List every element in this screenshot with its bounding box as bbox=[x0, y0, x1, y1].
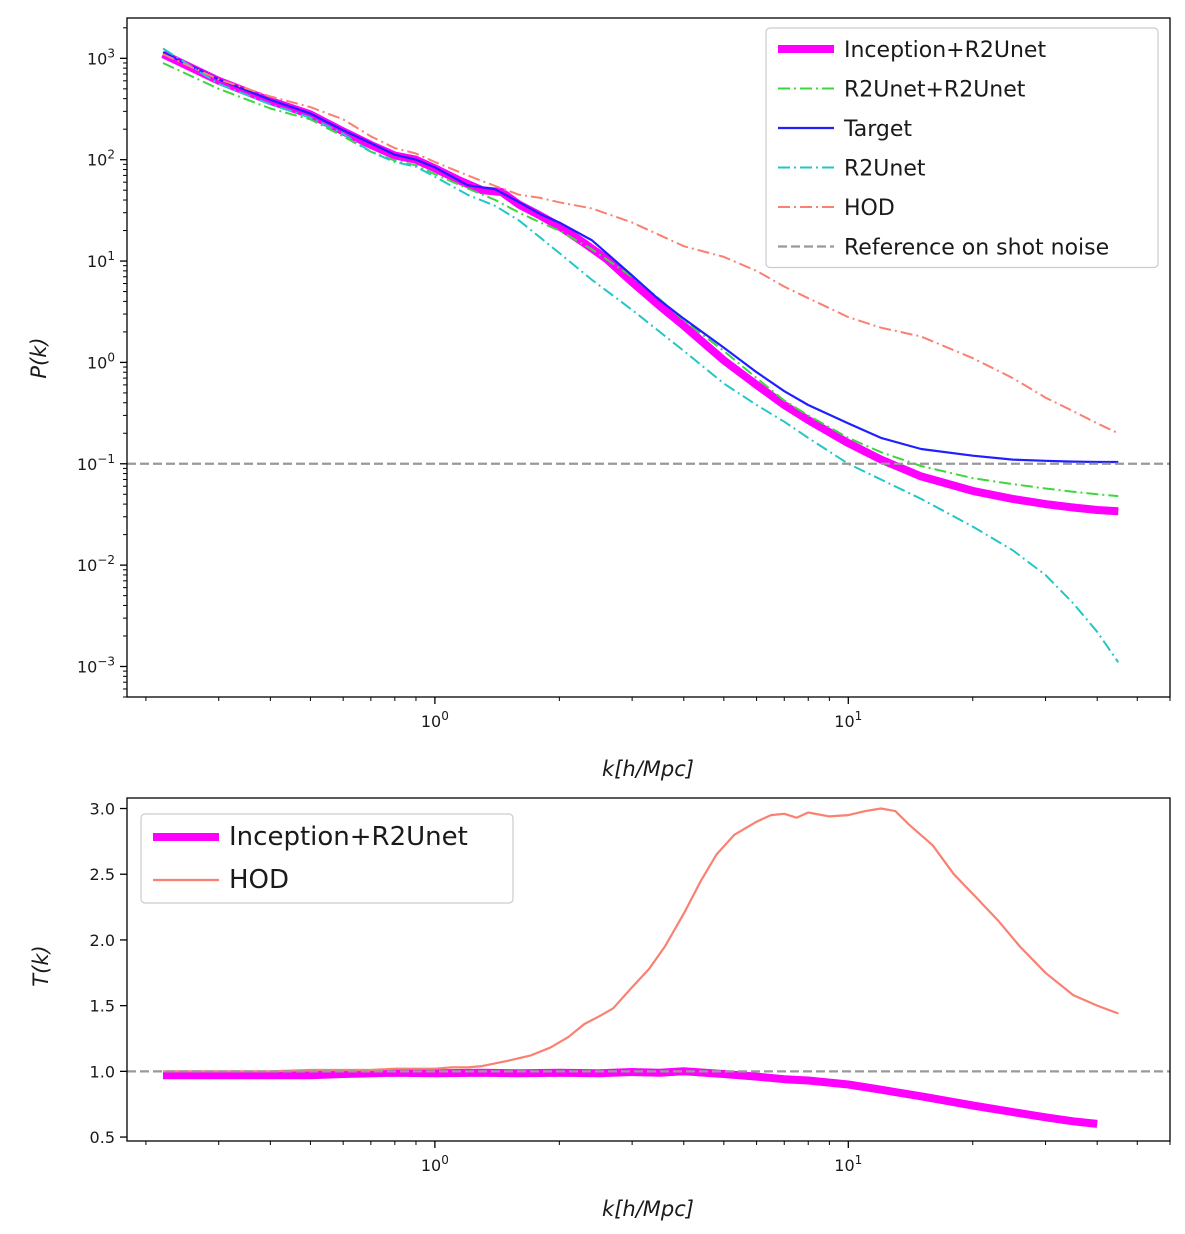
power-spectrum-legend-label-inception-r2unet: Inception+R2Unet bbox=[844, 38, 1046, 63]
power-spectrum-x-label: k[h/Mpc] bbox=[602, 757, 694, 781]
transfer-function-series bbox=[127, 807, 1170, 1128]
power-spectrum-y-tick-label: 10−3 bbox=[77, 654, 115, 676]
transfer-function-x-label: k[h/Mpc] bbox=[602, 1197, 694, 1221]
transfer-function-x-tick-label: 101 bbox=[834, 1153, 862, 1175]
power-spectrum-series-r2unet bbox=[162, 47, 1120, 663]
power-spectrum-y-tick-label: 102 bbox=[87, 148, 115, 170]
transfer-function-legend: Inception+R2Unet HOD bbox=[140, 813, 514, 904]
power-spectrum-legend-label-r2unet-r2unet: R2Unet+R2Unet bbox=[844, 78, 1026, 103]
power-spectrum-y-tick-label: 101 bbox=[87, 249, 115, 271]
transfer-function-frame bbox=[126, 797, 1171, 1142]
transfer-function-y-tick-label: 2.5 bbox=[90, 865, 115, 884]
power-spectrum-series bbox=[127, 47, 1170, 663]
power-spectrum-legend-label-target: Target bbox=[843, 117, 912, 142]
power-spectrum-y-tick-label: 10−1 bbox=[77, 452, 115, 474]
transfer-function-legend-box bbox=[140, 813, 514, 904]
transfer-function-y-tick-label: 0.5 bbox=[90, 1128, 115, 1147]
transfer-function-y-tick-label: 2.0 bbox=[90, 931, 115, 950]
transfer-function-legend-label-inception-r2unet: Inception+R2Unet bbox=[229, 822, 468, 852]
transfer-function-y-label: T(k) bbox=[29, 945, 53, 986]
transfer-function-y-tick-label: 3.0 bbox=[90, 800, 115, 819]
power-spectrum-legend: Inception+R2Unet R2Unet+R2Unet Target R2Une… bbox=[765, 27, 1159, 269]
transfer-function-ticks: 100 101 0.5 1.0 1.5 2.0 2.5 3.0 bbox=[90, 800, 1171, 1175]
transfer-function-series-hod bbox=[163, 807, 1119, 1073]
power-spectrum-x-tick-label: 101 bbox=[834, 709, 862, 731]
transfer-function-y-tick-label: 1.0 bbox=[90, 1062, 115, 1081]
power-spectrum-x-tick-label: 100 bbox=[421, 709, 449, 731]
power-spectrum-legend-label-reference-on-shot-noise: Reference on shot noise bbox=[844, 236, 1109, 261]
transfer-function-x-tick-label: 100 bbox=[421, 1153, 449, 1175]
power-spectrum-series-hod bbox=[162, 53, 1119, 435]
power-spectrum-legend-label-r2unet: R2Unet bbox=[844, 157, 926, 182]
power-spectrum-series-target bbox=[162, 51, 1119, 464]
power-spectrum-y-tick-label: 10−2 bbox=[77, 553, 115, 575]
power-spectrum-legend-label-hod: HOD bbox=[844, 196, 895, 221]
power-spectrum-legend-box bbox=[765, 27, 1159, 269]
power-spectrum-frame bbox=[126, 17, 1171, 698]
power-spectrum-y-tick-label: 100 bbox=[87, 350, 115, 372]
transfer-function-y-tick-label: 1.5 bbox=[90, 997, 115, 1016]
transfer-function-panel: 100 101 0.5 1.0 1.5 2.0 2.5 3.0 k[h/Mpc] T(k) I… bbox=[29, 797, 1171, 1221]
transfer-function-series-inception-r2unet bbox=[163, 1067, 1098, 1128]
power-spectrum-y-label: P(k) bbox=[27, 337, 51, 378]
power-spectrum-y-tick-label: 103 bbox=[87, 46, 115, 68]
transfer-function-legend-label-hod: HOD bbox=[229, 865, 289, 895]
power-spectrum-ticks: 100 101 10−3 10−2 10−1 100 101 102 103 bbox=[77, 27, 1171, 731]
